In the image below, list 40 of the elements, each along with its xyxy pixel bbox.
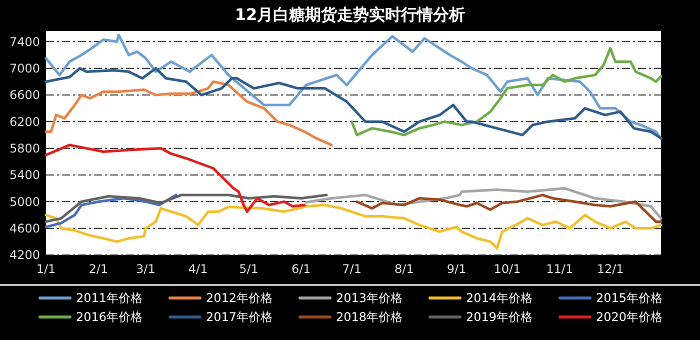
line-series xyxy=(356,194,662,223)
line-series xyxy=(44,204,662,250)
y-tick-label: 5400 xyxy=(9,168,40,182)
y-tick-label: 6600 xyxy=(9,88,40,102)
legend-label: 2019年价格 xyxy=(466,310,533,324)
x-tick-label: 1/1 xyxy=(36,262,56,276)
x-tick-label: 9/1 xyxy=(446,262,466,276)
y-tick-label: 7000 xyxy=(9,62,40,76)
legend-label: 2014年价格 xyxy=(466,291,533,306)
legend-label: 2015年价格 xyxy=(596,291,663,306)
line-series xyxy=(44,194,328,223)
line-series xyxy=(44,80,333,146)
legend-label: 2017年价格 xyxy=(206,310,273,324)
y-tick-label: 7400 xyxy=(9,34,40,49)
x-tick-label: 3/1 xyxy=(136,262,156,276)
legend-label: 2013年价格 xyxy=(336,291,403,306)
x-tick-label: 2/1 xyxy=(88,262,108,276)
x-tick-label: 10/1 xyxy=(494,262,521,276)
x-tick-label: 4/1 xyxy=(188,262,208,276)
legend-label: 2016年价格 xyxy=(76,310,143,324)
line-series xyxy=(44,67,662,140)
legend-label: 2012年价格 xyxy=(206,291,273,306)
legend-label: 2018年价格 xyxy=(336,310,403,324)
line-series xyxy=(44,34,662,140)
y-tick-label: 6200 xyxy=(9,114,40,129)
legend-label: 2020年价格 xyxy=(596,310,663,324)
x-tick-label: 8/1 xyxy=(394,262,414,276)
x-tick-label: 6/1 xyxy=(291,262,311,276)
legend-label: 2011年价格 xyxy=(76,291,143,306)
x-tick-label: 12/1 xyxy=(596,262,624,276)
y-tick-label: 5800 xyxy=(9,142,40,156)
line-series xyxy=(350,47,662,136)
x-tick-label: 7/1 xyxy=(342,262,362,276)
chart-title: 12月白糖期货走势实时行情分析 xyxy=(234,5,466,24)
x-tick-label: 11/1 xyxy=(546,262,574,276)
line-series xyxy=(44,144,306,213)
y-tick-label: 5000 xyxy=(9,194,40,209)
y-tick-label: 4600 xyxy=(9,222,40,236)
x-tick-label: 5/1 xyxy=(239,262,258,276)
y-tick-label: 4200 xyxy=(9,248,40,262)
